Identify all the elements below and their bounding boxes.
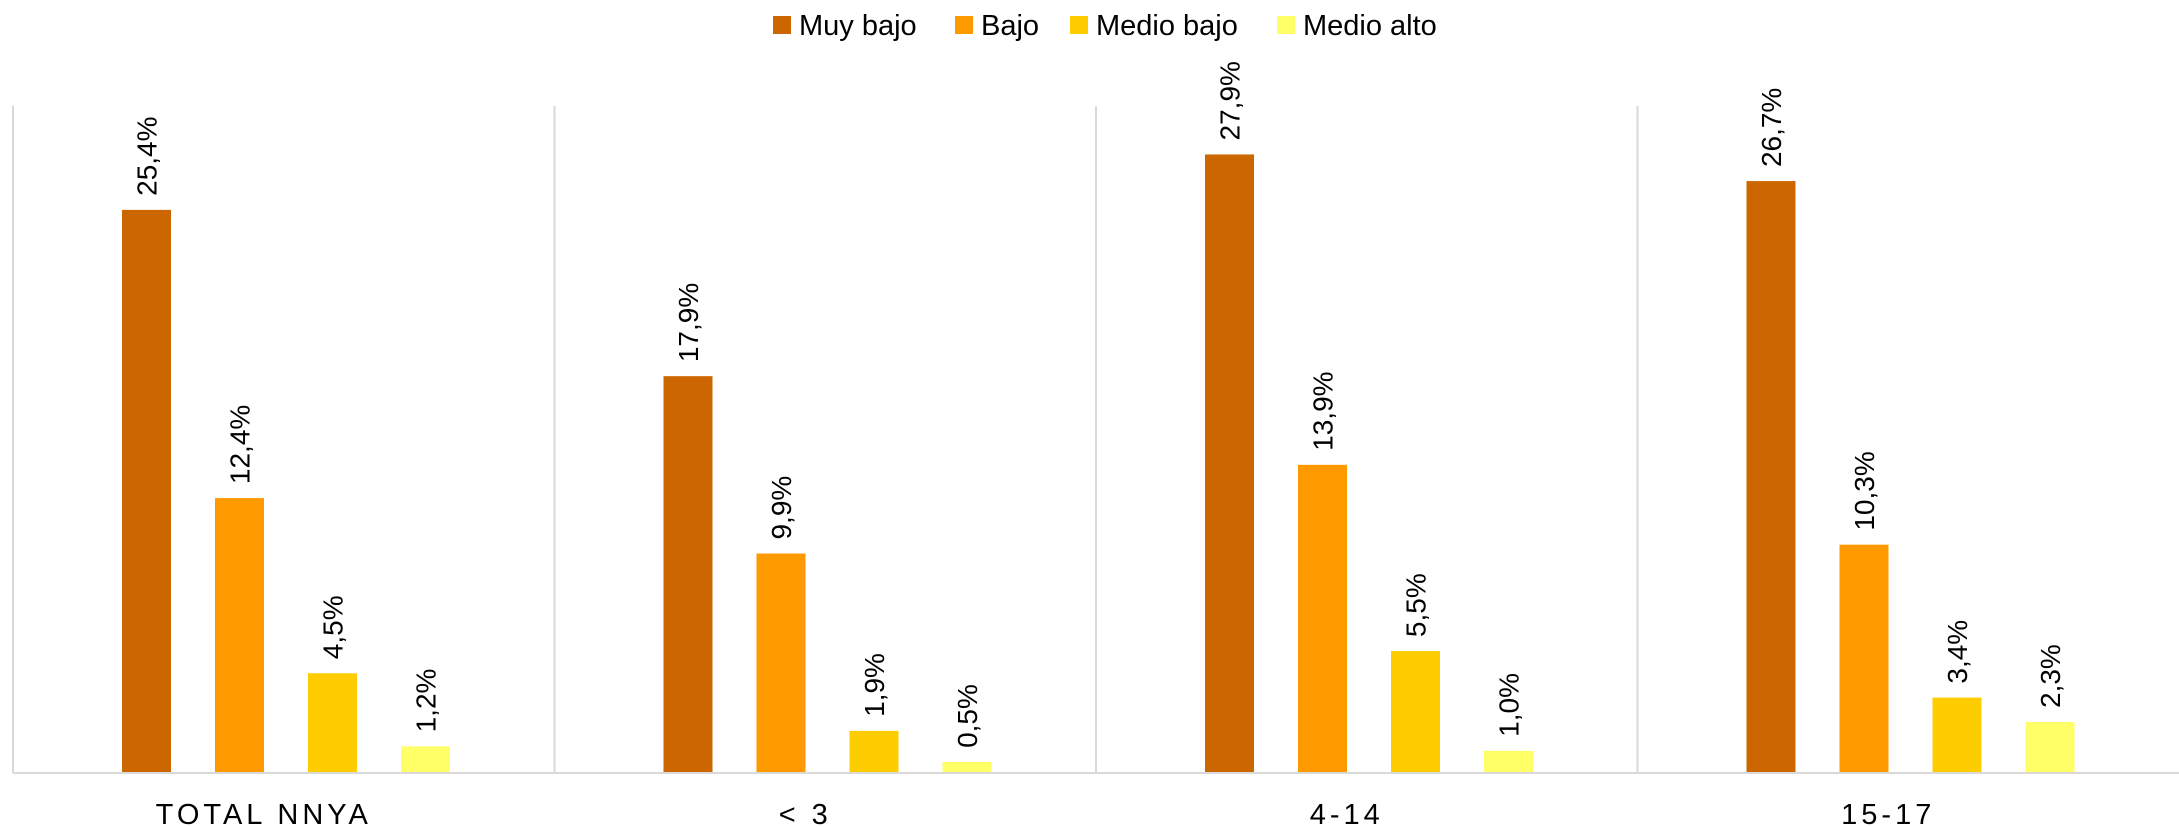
data-label: 13,9% [1308,371,1339,450]
category-label: TOTAL NNYA [156,799,372,827]
bar-bajo [215,498,264,773]
data-label: 4,5% [318,595,349,659]
bar-bajo [1839,544,1889,773]
bar-muy-bajo [122,209,171,773]
data-labels: 25,4% 17,9% 27,9% 26,7% 12,4% 9,9% 13,9% 10,3% 4… [132,61,2067,748]
bar-medio-alto [2025,722,2075,773]
data-label: 3,4% [1942,620,1973,684]
bar-medio-bajo [1932,697,1982,773]
data-label: 12,4% [225,405,256,484]
data-label: 27,9% [1215,61,1246,140]
data-label: 1,9% [859,653,890,717]
bar-medio-alto [942,761,992,773]
data-label: 26,7% [1756,88,1787,167]
bar-muy-bajo [1205,154,1254,773]
category-label: 15-17 [1841,799,1935,827]
legend: Muy bajo Bajo Medio bajo Medio alto [773,10,1437,42]
data-label: 17,9% [673,283,704,362]
bar-medio-bajo [308,673,357,773]
data-label: 10,3% [1849,451,1880,530]
bar-bajo [756,553,806,773]
legend-entry: Muy bajo [799,10,917,42]
data-label: 1,0% [1494,673,1525,737]
data-label: 5,5% [1401,573,1432,637]
legend-swatch [773,16,791,34]
category-label: 4-14 [1310,799,1384,827]
category-label: < 3 [779,799,832,827]
bars [122,154,2075,773]
legend-entry: Medio bajo [1096,10,1238,42]
bar-medio-alto [1484,750,1533,773]
legend-entry: Bajo [981,10,1039,42]
data-label: 9,9% [766,476,797,540]
legend-swatch [1070,16,1088,34]
data-label: 25,4% [132,116,163,195]
data-label: 2,3% [2035,644,2066,708]
legend-swatch [955,16,973,34]
category-labels: TOTAL NNYA < 3 4-14 15-17 [156,799,1935,827]
legend-entry: Medio alto [1303,10,1437,42]
bar-muy-bajo [663,376,713,773]
bar-medio-bajo [849,730,899,773]
bar-bajo [1298,464,1347,773]
bar-medio-alto [401,746,450,773]
legend-swatch [1277,16,1295,34]
bar-muy-bajo [1746,181,1796,773]
category-separators [12,106,1639,773]
data-label: 1,2% [411,669,442,733]
data-label: 0,5% [952,684,983,748]
bar-medio-bajo [1391,651,1440,773]
